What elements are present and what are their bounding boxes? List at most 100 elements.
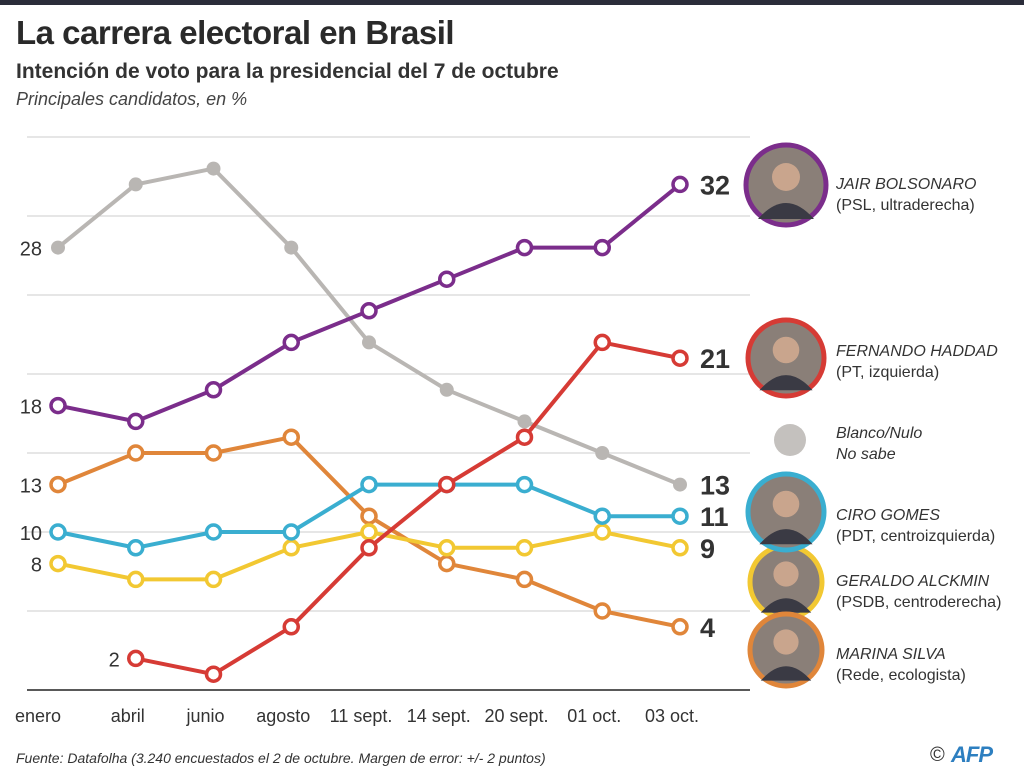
data-point: [204, 570, 223, 589]
x-tick-label: junio: [185, 706, 224, 726]
person-head-icon: [773, 561, 799, 587]
data-point: [515, 570, 534, 589]
x-tick-label: enero: [15, 706, 61, 726]
x-tick-label: agosto: [256, 706, 310, 726]
end-value-label: 32: [700, 170, 730, 200]
person-head-icon: [773, 629, 799, 655]
data-point: [593, 507, 611, 525]
data-point: [671, 175, 689, 194]
legend-party: (Rede, ecologista): [836, 667, 966, 684]
x-tick-label: 01 oct.: [567, 706, 621, 726]
data-point: [284, 240, 299, 255]
candidate-photo: [745, 471, 827, 553]
end-value-label: 21: [700, 344, 730, 374]
start-value-label: 18: [20, 397, 42, 419]
afp-logo: AFP: [951, 742, 993, 767]
legend-name: CIRO GOMES: [836, 507, 941, 524]
legend-marina: MARINA SILVA (Rede, ecologista): [836, 644, 966, 686]
candidate-photo: [747, 611, 825, 689]
data-point: [362, 335, 376, 350]
legend-name: JAIR BOLSONARO: [836, 176, 977, 193]
data-point: [49, 554, 67, 573]
legend-name: FERNANDO HADDAD: [836, 343, 998, 360]
person-body-icon: [759, 529, 813, 545]
data-point: [438, 554, 456, 573]
top-bar: [0, 0, 1024, 5]
start-value-label: 28: [20, 239, 42, 261]
series-fernando-haddad: 2 21: [109, 333, 730, 683]
legend-alckmin: GERALDO ALCKMIN (PSDB, centroderecha): [836, 571, 1001, 613]
candidate-photo: [747, 543, 825, 621]
data-point: [204, 665, 223, 683]
x-tick-label: 20 sept.: [484, 706, 548, 726]
data-point: [360, 302, 378, 320]
data-point: [593, 602, 611, 620]
legend-party: (PSDB, centroderecha): [836, 594, 1002, 611]
data-point: [127, 570, 145, 589]
start-value-label: 8: [31, 555, 42, 577]
data-point: [204, 381, 223, 399]
series-line: [135, 340, 681, 677]
x-tick-label: abril: [111, 706, 145, 726]
copyright-symbol: ©: [930, 744, 945, 766]
person-body-icon: [758, 203, 814, 219]
data-point: [204, 444, 223, 462]
end-value-label: 4: [700, 613, 715, 643]
data-point: [515, 238, 534, 257]
data-point: [282, 333, 300, 352]
end-value-label: 9: [700, 534, 715, 564]
data-point: [127, 444, 145, 462]
data-point: [127, 539, 145, 557]
x-tick-label: 03 oct.: [645, 706, 699, 726]
data-point: [438, 539, 456, 557]
legend-party: (PT, izquierda): [836, 364, 940, 381]
data-point: [360, 475, 378, 494]
data-point: [360, 523, 378, 541]
legend-party: (PDT, centroizquierda): [836, 528, 996, 545]
person-head-icon: [772, 490, 800, 518]
data-point: [282, 523, 300, 541]
person-body-icon: [760, 666, 812, 681]
legend-haddad: FERNANDO HADDAD (PT, izquierda): [836, 341, 998, 383]
data-point: [673, 477, 687, 492]
chart-note: Principales candidatos, en %: [16, 89, 248, 109]
person-head-icon: [772, 163, 800, 191]
data-point: [127, 412, 145, 431]
data-point: [671, 618, 689, 636]
candidate-photo: [745, 317, 827, 399]
chart-subtitle: Intención de voto para la presidencial d…: [16, 60, 559, 83]
blanco-legend-marker: [774, 424, 806, 456]
start-value-label: 2: [109, 649, 120, 671]
data-point: [515, 428, 534, 446]
legend-blanco: Blanco/Nulo No sabe: [836, 423, 922, 465]
data-point: [671, 349, 689, 367]
data-point: [438, 270, 456, 288]
data-point: [282, 539, 300, 557]
data-point: [360, 539, 378, 557]
series-geraldo-alckmin: 89: [31, 523, 715, 589]
chart-title: La carrera electoral en Brasil: [16, 14, 455, 51]
legend-name: Blanco/Nulo: [836, 425, 923, 442]
data-point: [127, 649, 145, 668]
legend-bolsonaro: JAIR BOLSONARO (PSL, ultraderecha): [836, 174, 976, 216]
series-marina-silva: 13 4: [20, 428, 715, 643]
data-point: [438, 475, 456, 494]
end-value-label: 11: [700, 502, 729, 532]
data-point: [517, 414, 532, 429]
data-point: [282, 618, 300, 636]
data-point: [49, 523, 67, 541]
legend-ciro: CIRO GOMES (PDT, centroizquierda): [836, 505, 995, 547]
x-tick-label: 14 sept.: [407, 706, 471, 726]
data-point: [51, 240, 65, 255]
person-body-icon: [760, 598, 812, 613]
data-point: [671, 539, 689, 557]
data-point: [595, 446, 610, 460]
start-value-label: 13: [20, 476, 42, 498]
legend-name: MARINA SILVA: [836, 646, 946, 663]
person-body-icon: [759, 375, 813, 391]
x-tick-label: 11 sept.: [330, 706, 393, 726]
data-point: [128, 177, 143, 192]
